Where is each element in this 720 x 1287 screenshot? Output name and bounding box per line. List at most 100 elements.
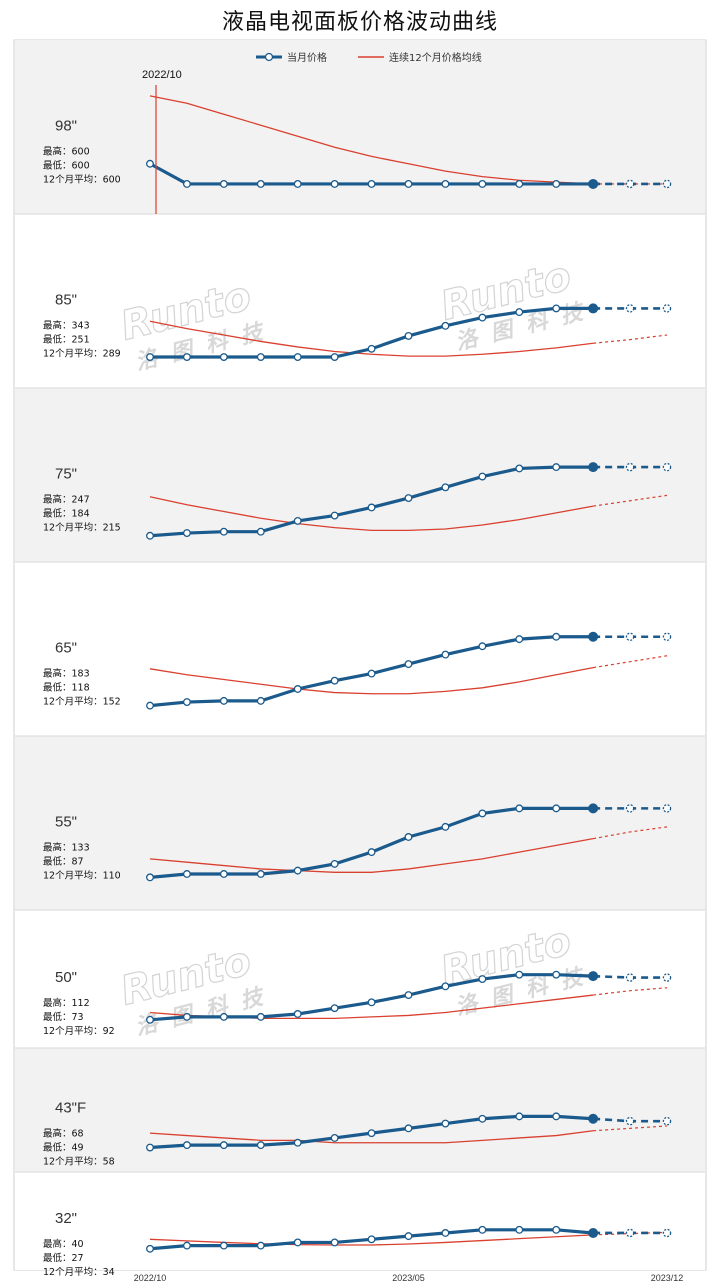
monthly-price-point (552, 463, 561, 472)
monthly-price-point (330, 353, 339, 361)
monthly-price-point (552, 970, 561, 979)
monthly-price-point-forecast (625, 632, 635, 642)
panel-stat: 最低：27 (43, 1252, 84, 1264)
monthly-price-point (367, 1129, 376, 1138)
monthly-price-point-forecast (662, 179, 672, 189)
panel-stat: 最高：112 (43, 997, 90, 1009)
monthly-price-point (146, 873, 154, 882)
monthly-price-point (330, 1238, 339, 1247)
panel-size-label: 50" (55, 969, 77, 986)
monthly-price-point (293, 685, 302, 693)
monthly-price-point (330, 676, 339, 685)
panel-stat: 最低：251 (43, 333, 90, 345)
monthly-price-point (330, 859, 339, 868)
x-axis-tick-label: 2022/10 (134, 1273, 167, 1283)
monthly-price-point (256, 1141, 265, 1150)
monthly-price-point (404, 1124, 413, 1133)
monthly-price-point (293, 516, 302, 525)
monthly-price-point (182, 698, 191, 707)
monthly-price-point (182, 870, 191, 878)
monthly-price-point (219, 179, 228, 188)
monthly-price-point (146, 353, 154, 361)
legend-monthly-label: 当月价格 (287, 51, 327, 64)
panel-background (15, 388, 705, 562)
monthly-price-point (404, 1232, 413, 1241)
monthly-price-point (330, 511, 339, 520)
monthly-price-point (478, 975, 487, 984)
avg12-forecast-line (593, 655, 668, 669)
monthly-price-point (441, 1119, 450, 1128)
legend-avg12-label: 连续12个月价格均线 (389, 51, 482, 64)
monthly-price-point (182, 529, 191, 537)
panel-stat: 12个月平均：600 (43, 173, 121, 185)
avg12-line (149, 666, 594, 695)
monthly-price-point (330, 1133, 339, 1142)
monthly-price-point (367, 344, 376, 353)
panel-background (15, 214, 705, 388)
monthly-price-point (182, 353, 191, 361)
monthly-price-point (478, 179, 487, 188)
monthly-price-point (404, 331, 413, 340)
monthly-price-point (515, 970, 524, 979)
avg12-forecast-line (593, 494, 668, 507)
monthly-price-point (367, 998, 376, 1007)
avg12-forecast-line (593, 826, 668, 840)
monthly-price-point (367, 669, 376, 678)
monthly-price-point-forecast (662, 973, 672, 982)
monthly-price-point (478, 642, 487, 651)
panel-stat: 最低：73 (43, 1011, 84, 1023)
avg12-forecast-line (593, 334, 668, 344)
panel-background (15, 40, 705, 214)
monthly-price-point (146, 1015, 154, 1024)
monthly-price-point (441, 179, 450, 188)
monthly-price-point-forecast (625, 1228, 635, 1238)
monthly-price-point-forecast (625, 804, 635, 813)
monthly-price-point (552, 179, 561, 188)
monthly-price-point (367, 1235, 376, 1244)
monthly-price-point-current (588, 1113, 599, 1124)
monthly-price-point (182, 1241, 191, 1250)
panel-stat: 12个月平均：152 (43, 695, 121, 707)
monthly-price-point-forecast (625, 462, 635, 472)
monthly-price-point (330, 1004, 339, 1013)
monthly-price-point-current (588, 631, 599, 642)
panel-stat: 最高：40 (43, 1238, 84, 1250)
monthly-price-point (146, 1244, 154, 1253)
monthly-price-point (219, 1241, 228, 1250)
monthly-price-point (404, 991, 413, 1000)
panel-stat: 最高：133 (43, 841, 90, 853)
monthly-price-point (404, 660, 413, 669)
monthly-price-point (515, 1225, 524, 1234)
avg12-line (149, 1130, 594, 1144)
monthly-price-point (219, 870, 228, 878)
monthly-price-point-forecast (625, 304, 635, 313)
monthly-price-point (293, 866, 302, 875)
panel-background (15, 1048, 705, 1172)
chart-title: 液晶电视面板价格波动曲线 (221, 10, 498, 35)
panel-size-label: 32" (55, 1210, 77, 1227)
panel-stat: 最高：247 (43, 493, 90, 505)
panel-size-label: 55" (55, 813, 77, 830)
monthly-price-point (441, 650, 450, 659)
panel-size-label: 43"F (55, 1099, 86, 1116)
monthly-price-point (478, 313, 487, 322)
panel-stat: 12个月平均：110 (43, 869, 121, 881)
monthly-price-point (293, 1138, 302, 1147)
monthly-price-point (330, 179, 339, 188)
monthly-price-point (552, 304, 561, 313)
panel-background (15, 562, 705, 736)
monthly-price-point (515, 308, 524, 317)
monthly-price-point (552, 1225, 561, 1234)
monthly-price-point (146, 531, 154, 540)
monthly-price-point (367, 503, 376, 512)
monthly-price-point (515, 635, 524, 644)
monthly-price-point-current (588, 303, 599, 314)
monthly-price-point-forecast (625, 1116, 635, 1126)
monthly-price-point (182, 179, 191, 188)
panel-stat: 12个月平均：34 (43, 1266, 115, 1278)
monthly-price-point (478, 1114, 487, 1123)
monthly-price-point-forecast (662, 1228, 672, 1238)
panel-stat: 最低：600 (43, 159, 90, 171)
monthly-price-point (441, 982, 450, 991)
monthly-price-point (219, 696, 228, 705)
